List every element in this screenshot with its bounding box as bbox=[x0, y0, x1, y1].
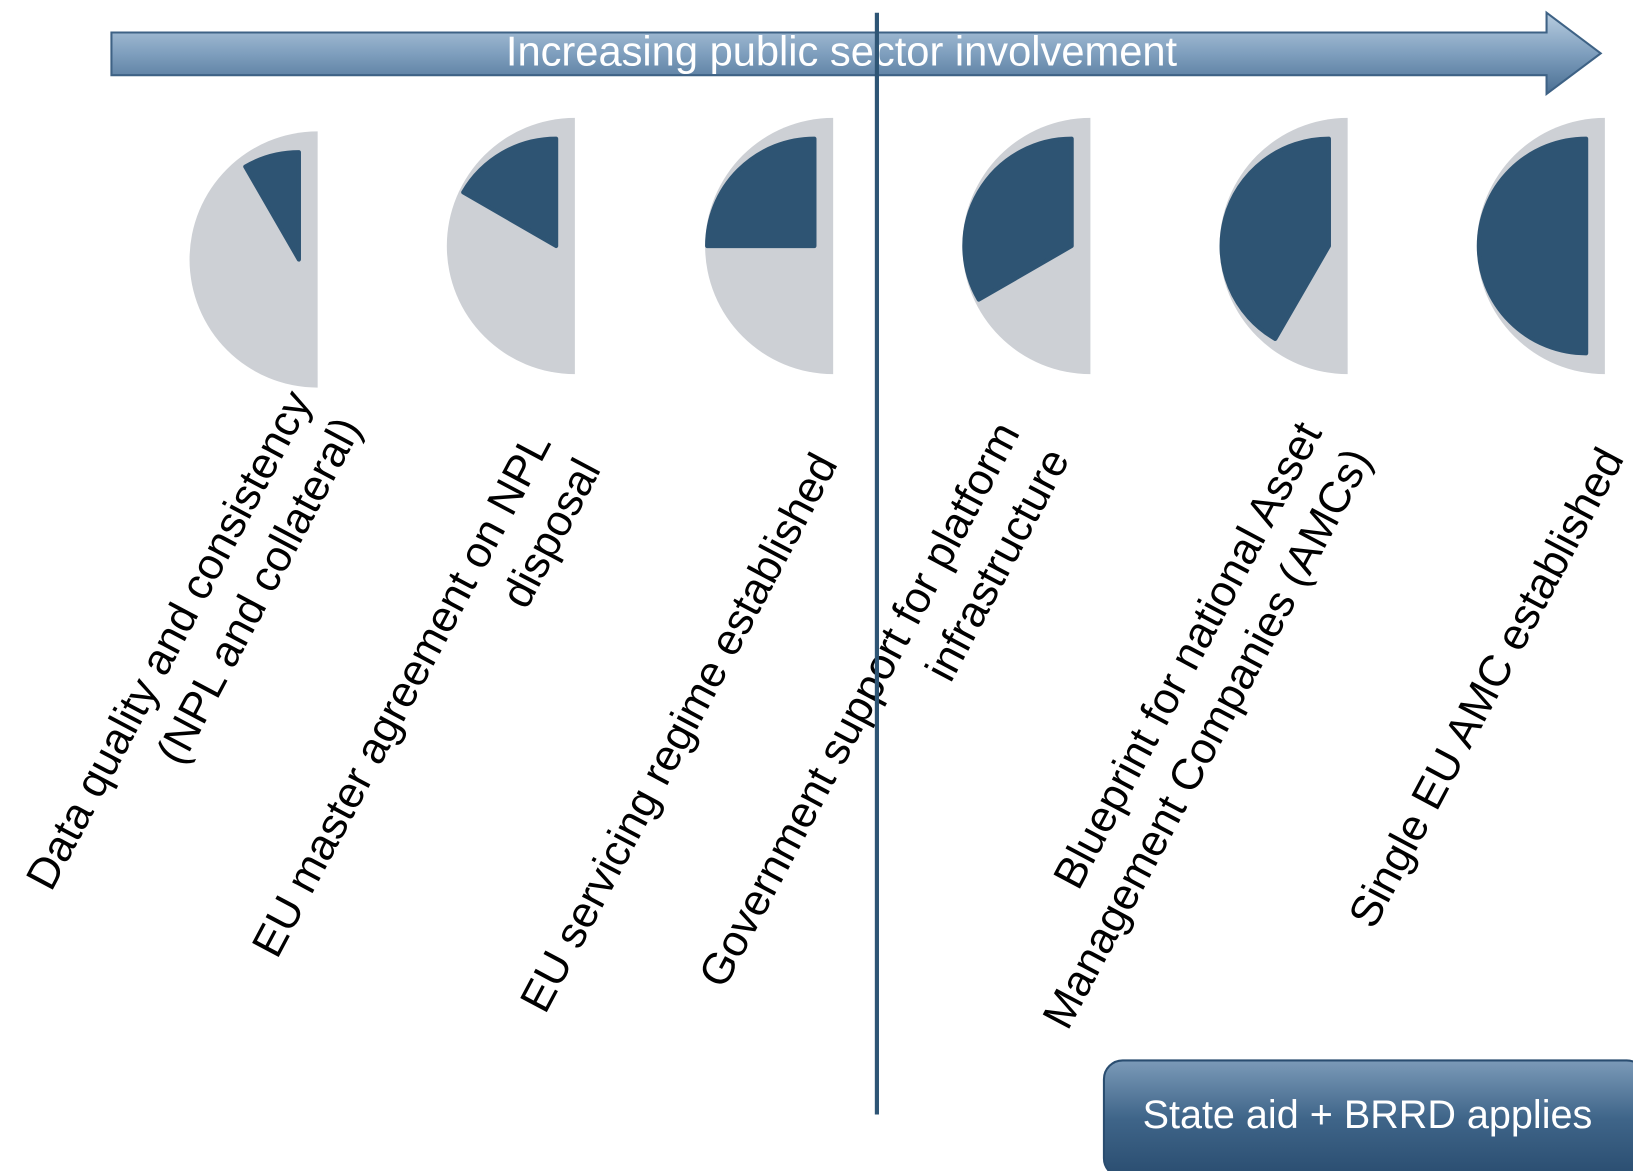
arrow bbox=[110, 10, 1603, 97]
item-label: Single EU AMC established bbox=[1339, 440, 1633, 935]
label-line: Management Companies (AMCs) bbox=[1033, 440, 1381, 1036]
pies bbox=[189, 117, 1605, 388]
note-text: State aid + BRRD applies bbox=[1143, 1093, 1593, 1137]
pie-fill bbox=[243, 150, 301, 262]
pie-fill bbox=[1219, 136, 1331, 341]
arrow-title: Increasing public sector involvement bbox=[506, 27, 1178, 74]
note-box bbox=[1102, 1059, 1633, 1171]
labels: Data quality and consistency(NPL and col… bbox=[17, 383, 1633, 1037]
label-line: Data quality and consistency bbox=[17, 383, 322, 898]
pie-fill bbox=[962, 136, 1074, 302]
pie-fill bbox=[705, 136, 817, 249]
label-line: Government support for platform bbox=[689, 414, 1029, 995]
pie-fill bbox=[1476, 136, 1589, 356]
label-line: Single EU AMC established bbox=[1339, 440, 1633, 935]
pie-fill bbox=[461, 136, 559, 249]
item-label: Government support for platforminfrastru… bbox=[689, 414, 1079, 1021]
